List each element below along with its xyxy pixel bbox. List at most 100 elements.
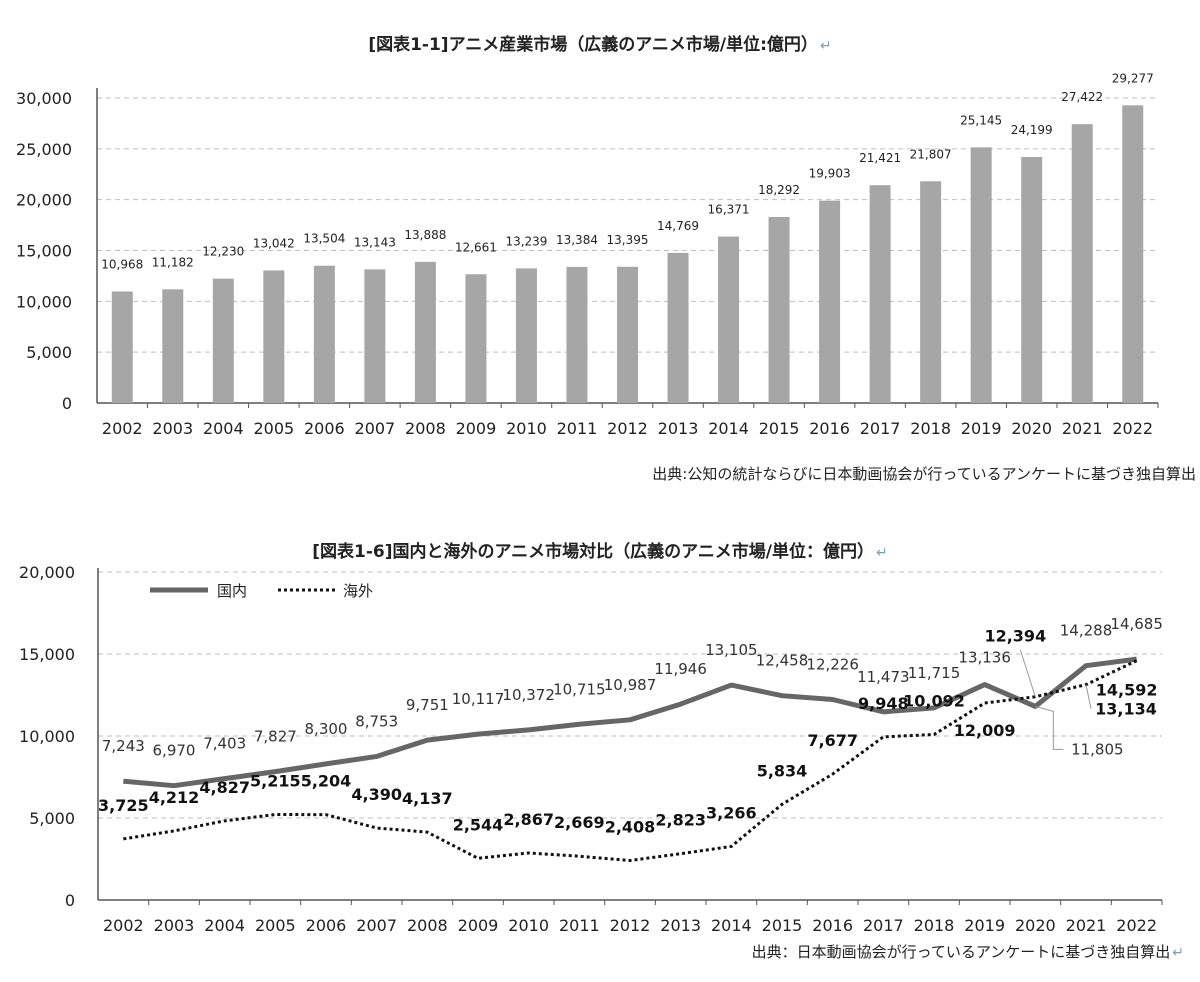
y-tick-label: 5,000	[29, 809, 75, 828]
chart2-source: 出典：日本動画協会が行っているアンケートに基づき独自算出 ↵	[752, 941, 1184, 962]
legend-domestic-label: 国内	[217, 582, 247, 600]
overseas-value-label: 2,823	[655, 811, 706, 830]
x-tick-label: 2010	[508, 916, 549, 935]
return-mark-icon: ↵	[1172, 945, 1184, 961]
bar-value-label: 18,292	[758, 183, 800, 197]
x-tick-label: 2014	[708, 419, 749, 438]
x-tick-label: 2002	[103, 916, 144, 935]
x-tick-label: 2006	[304, 419, 345, 438]
x-tick-label: 2009	[456, 419, 497, 438]
overseas-value-label: 7,677	[807, 731, 858, 750]
bar-value-label: 29,277	[1112, 71, 1154, 85]
x-tick-label: 2020	[1011, 419, 1052, 438]
overseas-value-label: 3,725	[98, 796, 149, 815]
x-tick-label: 2021	[1066, 916, 1107, 935]
chart2-title: [図表1-6]国内と海外のアニメ市場対比（広義のアニメ市場/単位：億円） ↵	[0, 537, 1200, 562]
domestic-value-label: 6,970	[153, 742, 196, 760]
x-tick-label: 2022	[1116, 916, 1157, 935]
bar-value-label: 16,371	[708, 203, 750, 217]
bar-value-label: 13,395	[607, 233, 649, 247]
bar	[1071, 124, 1093, 404]
chart1-source: 出典:公知の統計ならびに日本動画協会が行っているアンケートに基づき独自算出	[652, 465, 1196, 483]
series-line-overseas	[123, 659, 1138, 863]
domestic-value-label: 11,715	[908, 664, 961, 682]
series-line-domestic	[123, 656, 1137, 789]
domestic-value-label: 11,473	[857, 668, 910, 686]
bar-value-label: 21,807	[910, 147, 952, 161]
x-tick-label: 2018	[910, 419, 951, 438]
overseas-value-label: 2,867	[503, 810, 554, 829]
domestic-value-label: 11,805	[1071, 740, 1124, 758]
x-tick-label: 2008	[407, 916, 448, 935]
bar-value-label: 12,661	[455, 240, 497, 254]
domestic-value-label: 13,105	[705, 641, 758, 659]
y-tick-label: 5,000	[26, 343, 72, 362]
x-tick-label: 2006	[306, 916, 347, 935]
x-tick-label: 2009	[458, 916, 499, 935]
x-tick-label: 2016	[809, 419, 850, 438]
bar	[768, 217, 790, 403]
bar	[970, 147, 992, 403]
x-tick-label: 2005	[255, 916, 296, 935]
x-tick-label: 2012	[610, 916, 651, 935]
domestic-value-label: 8,753	[355, 712, 398, 730]
bar-value-label: 13,239	[505, 234, 547, 248]
x-tick-label: 2017	[863, 916, 904, 935]
domestic-value-label: 7,403	[203, 735, 246, 753]
bar-value-label: 13,143	[354, 235, 396, 249]
bar	[920, 181, 942, 403]
domestic-value-label: 8,300	[305, 720, 348, 738]
y-tick-label: 20,000	[16, 191, 72, 210]
x-tick-label: 2002	[102, 419, 143, 438]
bar	[566, 266, 588, 403]
domestic-value-label: 12,458	[756, 652, 809, 670]
overseas-value-label: 4,390	[351, 785, 402, 804]
domestic-value-label: 14,685	[1110, 615, 1163, 633]
chart2-source-text: 出典：日本動画協会が行っているアンケートに基づき独自算出	[751, 943, 1171, 961]
y-tick-label: 10,000	[16, 292, 72, 311]
bar	[162, 289, 184, 403]
overseas-value-label: 5,215	[250, 771, 301, 790]
bar-value-label: 12,230	[202, 245, 244, 259]
y-tick-label: 30,000	[16, 89, 72, 108]
bar-value-label: 14,769	[657, 219, 699, 233]
x-tick-label: 2004	[204, 916, 245, 935]
bar-value-label: 24,199	[1011, 123, 1053, 137]
x-tick-label: 2011	[559, 916, 600, 935]
bar	[313, 265, 335, 403]
overseas-value-label: 3,266	[706, 803, 757, 822]
bar	[465, 274, 487, 403]
domestic-value-label: 10,117	[452, 690, 505, 708]
y-tick-label: 15,000	[16, 242, 72, 261]
domestic-value-label: 7,243	[102, 737, 145, 755]
x-tick-label: 2014	[711, 916, 752, 935]
bar-value-label: 13,042	[253, 236, 295, 250]
x-tick-label: 2015	[759, 419, 800, 438]
x-tick-label: 2005	[253, 419, 294, 438]
domestic-value-label: 9,751	[406, 696, 449, 714]
x-tick-label: 2015	[762, 916, 803, 935]
overseas-value-label: 5,204	[301, 772, 352, 791]
x-tick-label: 2007	[356, 916, 397, 935]
domestic-value-label: 13,136	[958, 649, 1011, 667]
bar	[617, 266, 638, 403]
overseas-value-label: 14,592	[1096, 681, 1158, 700]
x-tick-label: 2020	[1015, 916, 1056, 935]
x-tick-label: 2011	[557, 419, 598, 438]
x-tick-label: 2003	[154, 916, 195, 935]
bar	[364, 269, 386, 403]
domestic-value-label: 10,715	[553, 680, 606, 698]
overseas-value-label: 4,212	[149, 788, 200, 807]
chart1-title-text: [図表1-1]アニメ産業市場（広義のアニメ市場/単位:億円）	[368, 35, 818, 55]
bar-value-label: 21,421	[859, 151, 901, 165]
bar	[515, 268, 537, 403]
x-tick-label: 2021	[1062, 419, 1103, 438]
y-tick-label: 25,000	[16, 140, 72, 159]
bar-value-label: 13,888	[404, 228, 446, 242]
overseas-value-label: 5,834	[757, 761, 808, 780]
domestic-value-label: 11,946	[654, 660, 707, 678]
x-tick-label: 2013	[660, 916, 701, 935]
bar	[718, 236, 740, 403]
x-tick-label: 2007	[355, 419, 396, 438]
